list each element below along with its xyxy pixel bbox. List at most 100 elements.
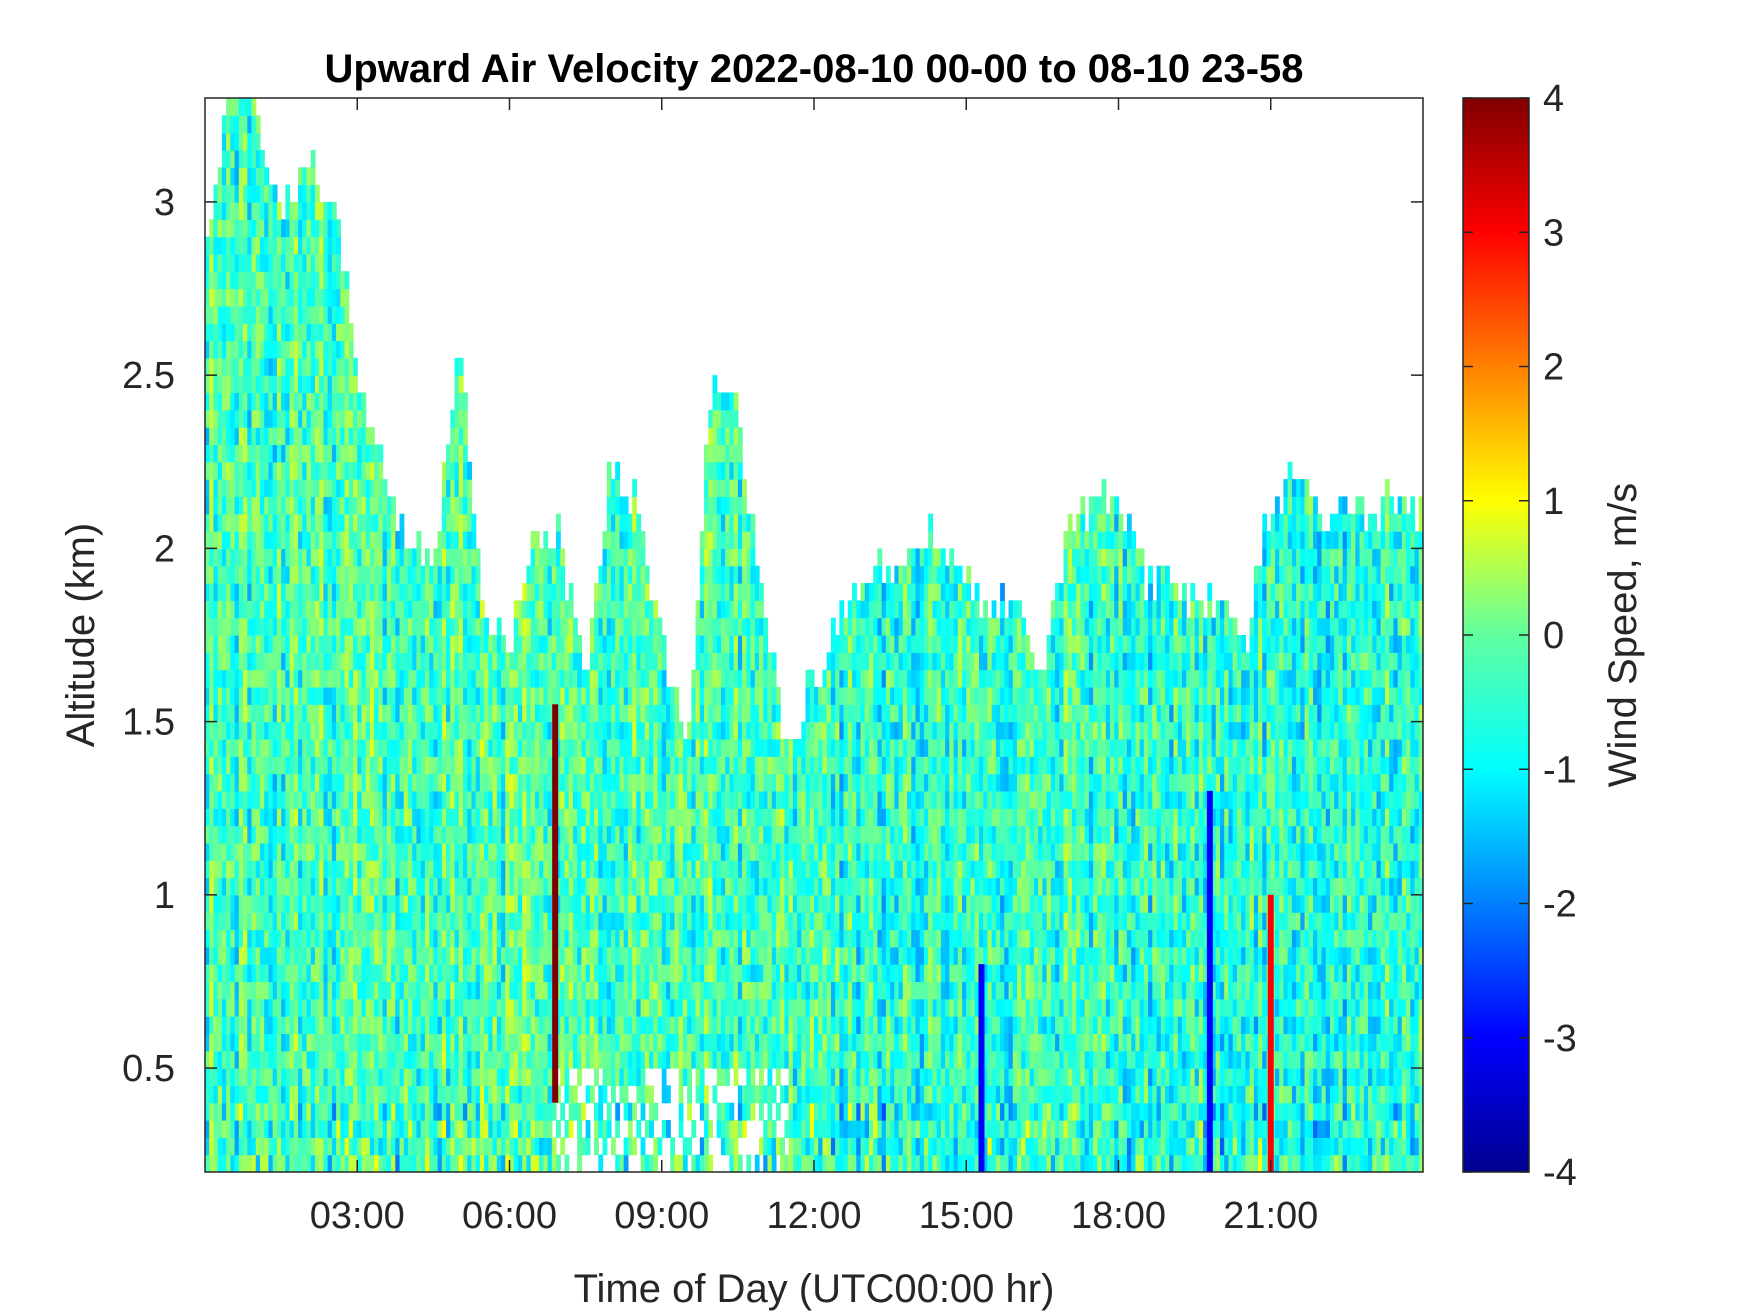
heatmap-cell — [255, 877, 261, 896]
heatmap-cell — [403, 669, 409, 688]
heatmap-cell — [615, 479, 621, 498]
heatmap-cell — [657, 912, 663, 931]
heatmap-cell — [640, 1050, 646, 1069]
heatmap-cell — [416, 583, 422, 601]
heatmap-cell — [255, 409, 261, 428]
heatmap-cell — [454, 946, 460, 965]
heatmap-cell — [264, 617, 270, 636]
heatmap-cell — [657, 998, 663, 1017]
heatmap-cell — [615, 738, 621, 757]
heatmap-cell — [606, 652, 612, 671]
heatmap-cell — [213, 617, 219, 636]
heatmap-cell — [340, 704, 346, 723]
heatmap-cell — [357, 1068, 363, 1086]
heatmap-cell — [501, 790, 506, 809]
heatmap-cell — [674, 929, 680, 948]
heatmap-cell — [572, 877, 578, 896]
heatmap-cell — [458, 877, 464, 896]
heatmap-cell — [606, 635, 612, 653]
heatmap-cell — [221, 531, 227, 549]
heatmap-cell — [513, 600, 519, 619]
heatmap-cell — [678, 946, 684, 965]
heatmap-cell — [657, 773, 663, 792]
heatmap-cell — [412, 1016, 418, 1035]
heatmap-cell — [653, 912, 659, 931]
heatmap-cell — [209, 825, 215, 844]
heatmap-cell — [403, 600, 409, 619]
heatmap-cell — [708, 1154, 714, 1172]
heatmap-cell — [539, 1068, 544, 1086]
heatmap-cell — [238, 1085, 244, 1104]
heatmap-cell — [611, 617, 616, 636]
heatmap-cell — [484, 842, 489, 861]
heatmap-cell — [327, 704, 333, 723]
heatmap-cell — [530, 756, 536, 775]
heatmap-cell — [221, 1085, 227, 1104]
heatmap-cell — [264, 288, 270, 307]
heatmap-cell — [530, 565, 536, 584]
heatmap-cell — [623, 669, 629, 688]
heatmap-cell — [234, 409, 240, 428]
heatmap-cell — [424, 842, 430, 861]
heatmap-cell — [678, 964, 684, 983]
heatmap-cell — [293, 479, 299, 498]
heatmap-cell — [619, 531, 625, 549]
heatmap-cell — [378, 964, 384, 983]
heatmap-cell — [361, 1016, 367, 1035]
heatmap-cell — [374, 860, 379, 879]
heatmap-cell — [640, 860, 646, 879]
heatmap-cell — [205, 600, 210, 619]
heatmap-cell — [306, 877, 312, 896]
heatmap-cell — [272, 392, 278, 411]
heatmap-cell — [247, 1050, 253, 1069]
heatmap-cell — [441, 998, 447, 1017]
heatmap-cell — [213, 1137, 219, 1156]
heatmap-cell — [475, 1033, 481, 1052]
heatmap-cell — [331, 912, 337, 931]
heatmap-cell — [462, 444, 468, 463]
heatmap-cell — [302, 929, 308, 948]
heatmap-cell — [526, 773, 532, 792]
heatmap-cell — [234, 305, 240, 324]
heatmap-cell — [264, 981, 270, 1000]
heatmap-cell — [306, 790, 312, 809]
heatmap-cell — [517, 964, 523, 983]
heatmap-cell — [458, 686, 464, 705]
heatmap-cell — [403, 981, 409, 1000]
heatmap-cell — [331, 201, 337, 220]
heatmap-cell — [289, 686, 295, 705]
heatmap-cell — [361, 1068, 367, 1086]
heatmap-cell — [382, 669, 388, 688]
heatmap-cell — [632, 756, 637, 775]
heatmap-cell — [243, 444, 248, 463]
heatmap-cell — [243, 1016, 248, 1035]
heatmap-cell — [644, 998, 650, 1017]
heatmap-cell — [687, 894, 692, 913]
heatmap-cell — [247, 496, 253, 515]
heatmap-cell — [378, 1102, 384, 1121]
heatmap-cell — [665, 912, 671, 931]
heatmap-cell — [403, 929, 409, 948]
heatmap-cell — [327, 635, 333, 653]
heatmap-cell — [319, 686, 325, 705]
heatmap-cell — [501, 1016, 506, 1035]
heatmap-cell — [462, 600, 468, 619]
heatmap-cell — [306, 894, 312, 913]
heatmap-cell — [217, 912, 223, 931]
heatmap-cell — [336, 600, 341, 619]
heatmap-cell — [226, 1050, 231, 1069]
heatmap-cell — [238, 825, 244, 844]
heatmap-cell — [243, 617, 248, 636]
heatmap-cell — [547, 998, 553, 1017]
heatmap-cell — [691, 929, 697, 948]
heatmap-cell — [509, 877, 515, 896]
heatmap-cell — [471, 721, 477, 740]
heatmap-cell — [530, 686, 536, 705]
heatmap-cell — [374, 842, 379, 861]
heatmap-cell — [238, 479, 244, 498]
heatmap-cell — [293, 531, 299, 549]
heatmap-cell — [509, 773, 515, 792]
heatmap-cell — [534, 981, 540, 1000]
heatmap-cell — [395, 583, 401, 601]
heatmap-cell — [581, 669, 587, 688]
